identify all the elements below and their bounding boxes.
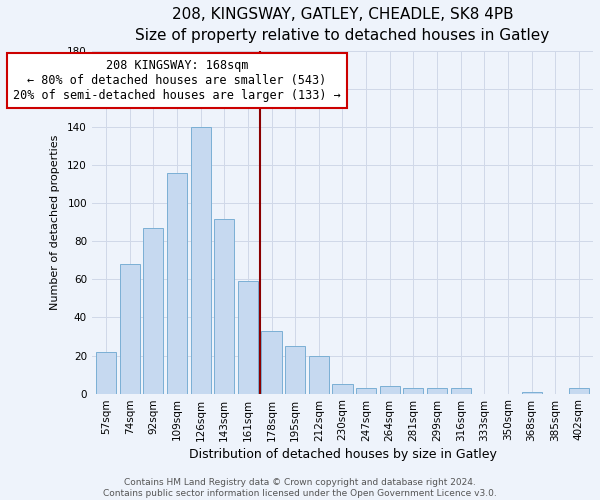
Bar	[427, 388, 447, 394]
Bar	[214, 218, 234, 394]
X-axis label: Distribution of detached houses by size in Gatley: Distribution of detached houses by size …	[188, 448, 496, 460]
Bar	[332, 384, 353, 394]
Bar	[96, 352, 116, 394]
Bar	[521, 392, 542, 394]
Bar	[167, 173, 187, 394]
Text: Contains HM Land Registry data © Crown copyright and database right 2024.
Contai: Contains HM Land Registry data © Crown c…	[103, 478, 497, 498]
Bar	[285, 346, 305, 394]
Bar	[143, 228, 163, 394]
Title: 208, KINGSWAY, GATLEY, CHEADLE, SK8 4PB
Size of property relative to detached ho: 208, KINGSWAY, GATLEY, CHEADLE, SK8 4PB …	[136, 7, 550, 43]
Bar	[380, 386, 400, 394]
Bar	[403, 388, 424, 394]
Bar	[309, 356, 329, 394]
Bar	[191, 127, 211, 394]
Bar	[356, 388, 376, 394]
Y-axis label: Number of detached properties: Number of detached properties	[50, 134, 61, 310]
Bar	[119, 264, 140, 394]
Bar	[451, 388, 471, 394]
Bar	[262, 331, 281, 394]
Bar	[569, 388, 589, 394]
Text: 208 KINGSWAY: 168sqm
← 80% of detached houses are smaller (543)
20% of semi-deta: 208 KINGSWAY: 168sqm ← 80% of detached h…	[13, 58, 341, 102]
Bar	[238, 282, 258, 394]
